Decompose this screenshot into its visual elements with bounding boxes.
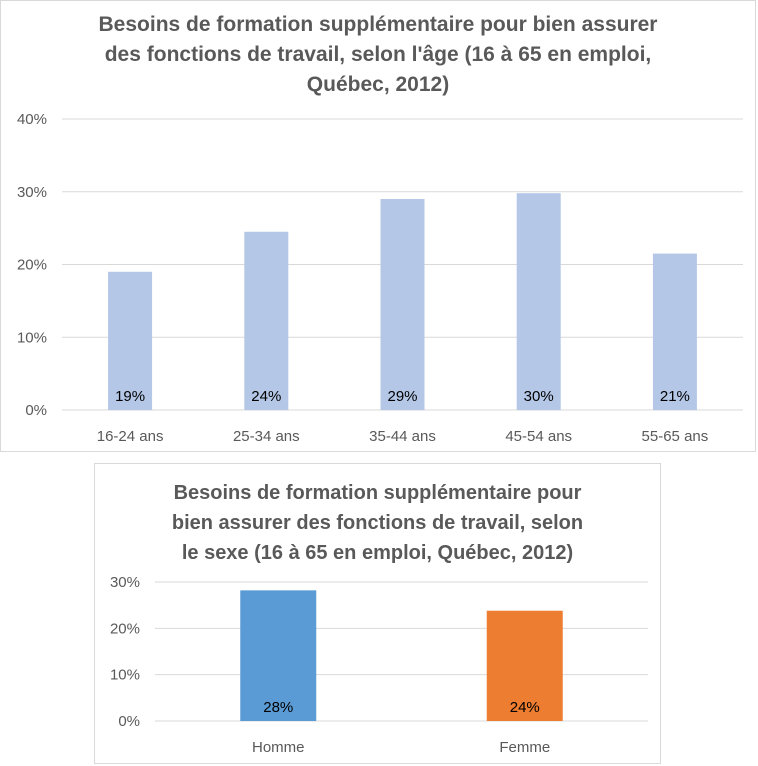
- chart-age-title-line-2: des fonctions de travail, selon l'âge (1…: [104, 43, 652, 66]
- chart-age-plot: 0% 10% 20% 30% 40% 19% 16-24 ans 24% 25-34 ans 29…: [17, 111, 743, 445]
- chart-age-bar: [244, 231, 289, 410]
- chart-age-y-tick-label: 10%: [17, 329, 47, 346]
- chart-sexe-title: Besoins de formation supplémentaire pour…: [95, 478, 660, 568]
- chart-age-data-label: 29%: [387, 388, 417, 405]
- chart-sexe-y-tick-label: 0%: [118, 713, 140, 730]
- chart-age-title-line-3: Québec, 2012): [306, 73, 450, 96]
- chart-age-y-tick-label: 20%: [17, 257, 47, 274]
- chart-age-bar: [380, 199, 425, 410]
- chart-sexe-bar: [240, 590, 317, 721]
- chart-sexe-x-tick-label: Femme: [499, 739, 550, 756]
- chart-age-data-label: 30%: [524, 388, 554, 405]
- chart-age-x-tick-label: 16-24 ans: [97, 428, 164, 445]
- chart-sexe-data-label: 24%: [510, 699, 540, 716]
- chart-sexe-panel: Besoins de formation supplémentaire pour…: [94, 463, 661, 764]
- chart-age-y-tick-label: 0%: [25, 402, 47, 419]
- chart-age-data-label: 21%: [660, 388, 690, 405]
- chart-age-title-line-1: Besoins de formation supplémentaire pour…: [98, 13, 658, 36]
- chart-sexe-title-line-1: Besoins de formation supplémentaire pour: [173, 482, 582, 504]
- chart-age-y-tick-label: 30%: [17, 184, 47, 201]
- chart-sexe-y-tick-label: 20%: [110, 620, 140, 637]
- chart-age-data-label: 24%: [251, 388, 281, 405]
- chart-age-bar: [652, 253, 697, 410]
- chart-sexe-bar: [486, 610, 563, 721]
- chart-age-x-tick-label: 45-54 ans: [505, 428, 572, 445]
- chart-sexe-plot: 0% 10% 20% 30% 28% Homme 24% Femme: [110, 574, 648, 756]
- chart-sexe-data-label: 28%: [263, 699, 293, 716]
- chart-sexe-title-line-3: le sexe (16 à 65 en emploi, Québec, 2012…: [181, 542, 574, 564]
- chart-sexe-title-line-2: bien assurer des fonctions de travail, s…: [171, 512, 584, 534]
- chart-sexe-x-tick-label: Homme: [252, 739, 305, 756]
- chart-age-data-label: 19%: [115, 388, 145, 405]
- chart-age-panel: Besoins de formation supplémentaire pour…: [0, 0, 756, 452]
- chart-age-y-tick-label: 40%: [17, 111, 47, 128]
- chart-age-x-tick-label: 25-34 ans: [233, 428, 300, 445]
- chart-age-x-tick-label: 55-65 ans: [642, 428, 709, 445]
- chart-sexe-y-tick-label: 30%: [110, 574, 140, 591]
- chart-age-title: Besoins de formation supplémentaire pour…: [1, 10, 755, 100]
- chart-age-bar: [516, 193, 561, 410]
- chart-age-bar: [108, 271, 153, 410]
- chart-sexe-y-tick-label: 10%: [110, 667, 140, 684]
- chart-age-x-tick-label: 35-44 ans: [369, 428, 436, 445]
